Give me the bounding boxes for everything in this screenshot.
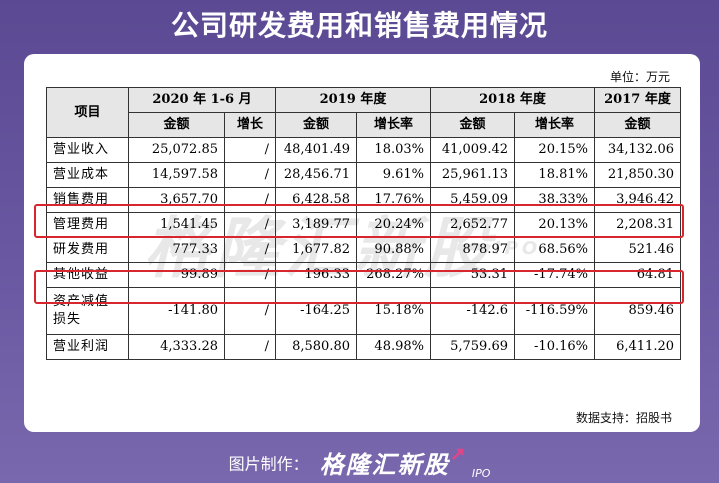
table-cell: 48,401.49 — [275, 137, 357, 163]
table-cell: 20.15% — [514, 137, 595, 163]
page-title: 公司研发费用和销售费用情况 — [170, 9, 548, 42]
table-row: 资产减值损失 -141.80 / -164.25 15.18% -142.6 -… — [46, 287, 681, 335]
header-item: 项目 — [46, 87, 129, 138]
table-cell: -141.80 — [128, 287, 225, 335]
table-cell: 90.88% — [356, 237, 431, 263]
table-row: 管理费用 1,541.45 / 3,189.77 20.24% 2,652.77… — [46, 212, 681, 238]
table-cell: / — [224, 187, 276, 213]
table-cell: 196.33 — [275, 262, 357, 288]
table-cell: / — [224, 334, 276, 360]
table-cell: 18.03% — [356, 137, 431, 163]
table-cell: / — [224, 237, 276, 263]
table-cell: 28,456.71 — [275, 162, 357, 188]
sub-header: 金额 — [594, 112, 681, 138]
table-cell: 2,208.31 — [594, 212, 681, 238]
table-cell: / — [224, 212, 276, 238]
table-cell: 18.81% — [514, 162, 595, 188]
table-cell: 3,946.42 — [594, 187, 681, 213]
row-label: 资产减值损失 — [46, 287, 129, 335]
brand-logo: 格隆汇新股 — [319, 451, 450, 479]
table-cell: 878.97 — [430, 237, 515, 263]
table-cell: 2,652.77 — [430, 212, 515, 238]
table-cell: 20.24% — [356, 212, 431, 238]
table-cell: -164.25 — [275, 287, 357, 335]
footer: 图片制作： 格隆汇新股 IPO — [0, 445, 719, 480]
row-label: 其他收益 — [46, 262, 129, 288]
table-cell: / — [224, 287, 276, 335]
footer-label: 图片制作： — [228, 454, 309, 474]
table-cell: 8,580.80 — [275, 334, 357, 360]
row-label: 营业收入 — [46, 137, 129, 163]
table-cell: -10.16% — [514, 334, 595, 360]
header-row-metrics: 金额 增长 金额 增长率 金额 增长率 金额 — [47, 112, 681, 138]
table-cell: 5,759.69 — [430, 334, 515, 360]
sub-header: 增长率 — [356, 112, 431, 138]
table-cell: 6,428.58 — [275, 187, 357, 213]
table-row: 营业成本 14,597.58 / 28,456.71 9.61% 25,961.… — [46, 162, 681, 188]
table-cell: 521.46 — [594, 237, 681, 263]
table-cell: 68.56% — [514, 237, 595, 263]
table-cell: -142.6 — [430, 287, 515, 335]
table-cell: 3,657.70 — [128, 187, 225, 213]
table-cell: 4,333.28 — [128, 334, 225, 360]
table-cell: -17.74% — [514, 262, 595, 288]
sub-header: 增长率 — [514, 112, 595, 138]
table-cell: 48.98% — [356, 334, 431, 360]
brand-suffix: IPO — [471, 467, 491, 480]
table-row: 营业收入 25,072.85 / 48,401.49 18.03% 41,009… — [46, 137, 681, 163]
unit-label: 单位：万元 — [609, 70, 670, 84]
table-cell: 15.18% — [356, 287, 431, 335]
table-cell: 1,677.82 — [275, 237, 357, 263]
sub-header: 增长 — [224, 112, 276, 138]
financial-table: 项目 2020 年 1-6 月 2019 年度 2018 年度 2017 年度 … — [46, 87, 681, 360]
table-cell: 14,597.58 — [128, 162, 225, 188]
table-cell: 9.61% — [356, 162, 431, 188]
source-note: 数据支持：招股书 — [575, 411, 672, 425]
table-cell: 3,189.77 — [275, 212, 357, 238]
table-cell: 6,411.20 — [594, 334, 681, 360]
table-cell: / — [224, 137, 276, 163]
sub-header: 金额 — [430, 112, 515, 138]
table-cell: 777.33 — [128, 237, 225, 263]
table-row: 销售费用 3,657.70 / 6,428.58 17.76% 5,459.09… — [46, 187, 681, 213]
table-cell: 268.27% — [356, 262, 431, 288]
table-cell: 38.33% — [514, 187, 595, 213]
row-label: 销售费用 — [46, 187, 129, 213]
sub-header: 金额 — [128, 112, 225, 138]
header-period: 2018 年度 — [430, 87, 595, 113]
table-cell: 99.89 — [128, 262, 225, 288]
header-period: 2017 年度 — [594, 87, 681, 113]
table-cell: 41,009.42 — [430, 137, 515, 163]
table-row: 营业利润 4,333.28 / 8,580.80 48.98% 5,759.69… — [46, 334, 681, 360]
table-cell: 17.76% — [356, 187, 431, 213]
table-cell: 25,961.13 — [430, 162, 515, 188]
table-row: 其他收益 99.89 / 196.33 268.27% 53.31 -17.74… — [46, 262, 681, 288]
table-cell: 34,132.06 — [594, 137, 681, 163]
table-cell: 21,850.30 — [594, 162, 681, 188]
header-period: 2019 年度 — [275, 87, 431, 113]
row-label: 营业利润 — [46, 334, 129, 360]
row-label: 营业成本 — [46, 162, 129, 188]
table-cell: / — [224, 162, 276, 188]
table-row: 研发费用 777.33 / 1,677.82 90.88% 878.97 68.… — [46, 237, 681, 263]
header-row-periods: 项目 2020 年 1-6 月 2019 年度 2018 年度 2017 年度 — [46, 87, 681, 138]
table-cell: 64.81 — [594, 262, 681, 288]
row-label: 管理费用 — [46, 212, 129, 238]
table-cell: 53.31 — [430, 262, 515, 288]
table-card: 单位：万元 格隆汇新股IPO 项目 2020 年 1-6 月 2019 年度 2… — [24, 54, 700, 432]
table-cell: 859.46 — [594, 287, 681, 335]
table-cell: 25,072.85 — [128, 137, 225, 163]
row-label: 研发费用 — [46, 237, 129, 263]
table-cell: 5,459.09 — [430, 187, 515, 213]
table-cell: 20.13% — [514, 212, 595, 238]
table-cell: -116.59% — [514, 287, 595, 335]
arrow-up-icon — [451, 448, 464, 460]
sub-header: 金额 — [275, 112, 357, 138]
table-cell: 1,541.45 — [128, 212, 225, 238]
table-cell: / — [224, 262, 276, 288]
header-period: 2020 年 1-6 月 — [128, 87, 276, 113]
